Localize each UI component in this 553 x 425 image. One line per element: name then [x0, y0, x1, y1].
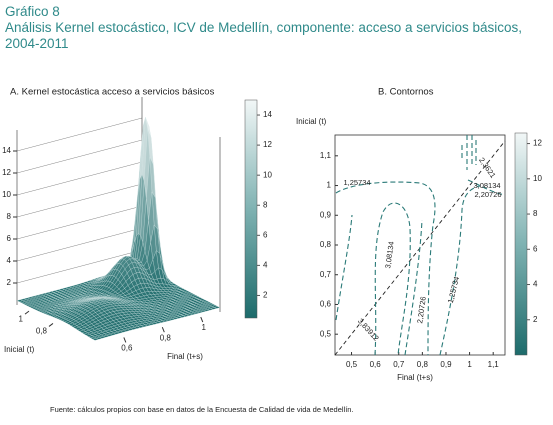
y-tick-label: 1 [19, 314, 24, 323]
z-grid [17, 162, 142, 195]
z-tick-label: 10 [2, 190, 11, 199]
colorbar-label: 10 [263, 170, 272, 179]
x-tick-label: 0,8 [160, 333, 172, 342]
contour-line [375, 203, 410, 355]
y-axis-label: Inicial (t) [296, 117, 327, 126]
z-tick-label: 12 [2, 168, 11, 177]
panel-title: A. Kernel estocástica acceso a servicios… [10, 87, 215, 98]
figure-title-end: 2004-2011 [5, 36, 69, 51]
contour-label: 2,3621 [477, 156, 498, 180]
x-tick [201, 317, 203, 322]
x-tick-label: 0,5 [346, 360, 358, 369]
colorbar-label: 8 [533, 209, 538, 218]
x-tick [162, 327, 164, 332]
colorbar-label: 12 [263, 140, 272, 149]
colorbar-label: 2 [533, 315, 538, 324]
x-axis-label: Final (t+s) [167, 352, 203, 361]
contour-label: 1,25734 [343, 178, 370, 187]
contour-label: 3,08134 [383, 241, 396, 269]
x-tick-label: 0,6 [370, 360, 382, 369]
x-tick-label: 0,9 [440, 360, 452, 369]
colorbar-label: 12 [533, 139, 542, 148]
x-tick-label: 0,6 [121, 343, 133, 352]
colorbar-label: 6 [533, 244, 538, 253]
z-tick-label: 6 [7, 234, 12, 243]
figure-title: Análisis Kernel estocástico, ICV de Mede… [5, 20, 522, 35]
figure-label: Gráfico 8 [5, 4, 60, 19]
z-tick-label: 2 [7, 278, 12, 287]
z-grid [17, 140, 142, 173]
contour-label: 3,83912 [356, 317, 381, 343]
y-tick-label: 0,9 [320, 210, 332, 219]
colorbar-label: 6 [263, 230, 268, 239]
y-tick-label: 0,8 [320, 240, 332, 249]
y-tick-label: 0,6 [320, 300, 332, 309]
colorbar [245, 100, 257, 318]
x-axis-label: Final (t+s) [397, 373, 433, 382]
z-grid [17, 206, 142, 239]
x-tick-label: 0,7 [393, 360, 405, 369]
colorbar [515, 133, 527, 355]
y-axis-label: Inicial (t) [4, 345, 35, 354]
contour-label: 3,08134 [473, 181, 500, 190]
y-tick [25, 311, 29, 314]
colorbar-label: 8 [263, 200, 268, 209]
z-tick-label: 14 [2, 146, 11, 155]
contour-label: 2,20726 [474, 190, 501, 199]
x-tick-label: 1 [202, 323, 207, 332]
colorbar-label: 14 [263, 110, 272, 119]
x-tick [124, 337, 126, 342]
x-tick-label: 1 [467, 360, 472, 369]
y-tick-label: 0,5 [320, 329, 332, 338]
contour-label: 2,20726 [415, 296, 428, 324]
y-tick-label: 1,1 [320, 151, 332, 160]
panel-title: B. Contornos [378, 87, 434, 98]
x-tick-label: 1,1 [488, 360, 500, 369]
colorbar-label: 4 [533, 280, 538, 289]
z-grid [17, 184, 142, 217]
y-tick-label: 0,8 [36, 327, 48, 336]
footer: Fuente: cálculos propios con base en dat… [50, 405, 354, 414]
y-tick-label: 1 [327, 181, 332, 190]
z-grid [17, 228, 142, 261]
contour-line [462, 135, 476, 170]
contour-label: 1,25734 [446, 276, 461, 304]
colorbar-label: 10 [533, 174, 542, 183]
y-tick [49, 323, 53, 326]
contour-line [336, 215, 352, 320]
surface [17, 117, 220, 340]
z-grid [17, 118, 142, 151]
z-tick-label: 4 [7, 256, 12, 265]
colorbar-label: 4 [263, 260, 268, 269]
colorbar-label: 2 [263, 291, 268, 300]
z-tick-label: 8 [7, 212, 12, 221]
contour-line [440, 186, 480, 355]
x-tick-label: 0,8 [417, 360, 429, 369]
y-tick-label: 0,7 [320, 270, 332, 279]
